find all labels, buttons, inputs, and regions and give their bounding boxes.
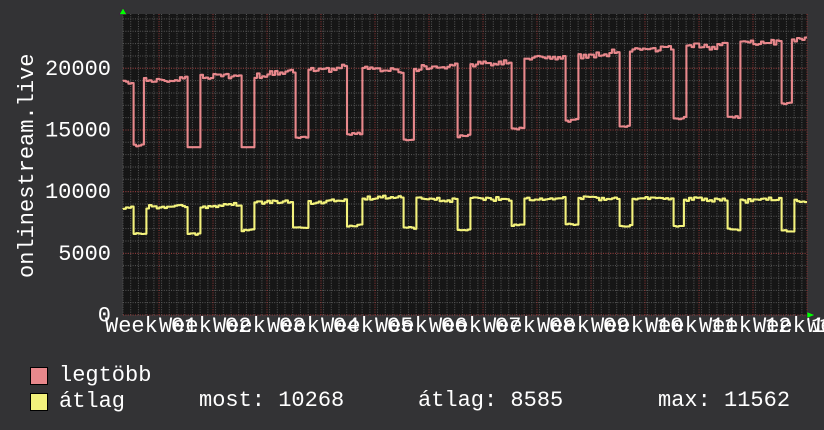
svg-text:20000: 20000 <box>45 57 111 82</box>
svg-text:15: 15 <box>811 314 824 339</box>
svg-text:10000: 10000 <box>45 180 111 205</box>
svg-text:15000: 15000 <box>45 119 111 144</box>
svg-text:5000: 5000 <box>58 242 111 267</box>
